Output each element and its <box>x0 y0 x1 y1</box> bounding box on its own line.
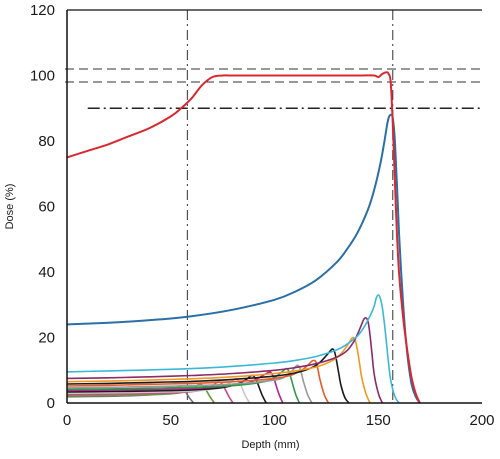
y-axis-label: Dose (%) <box>4 184 16 230</box>
y-tick-label: 120 <box>30 2 55 19</box>
y-tick-label: 20 <box>38 330 55 347</box>
dose-curve-3 <box>66 294 400 404</box>
y-tick-label: 60 <box>38 199 55 216</box>
x-tick-label: 50 <box>162 412 179 429</box>
y-tick-label: 80 <box>38 133 55 150</box>
x-tick-label: 100 <box>262 412 287 429</box>
tick-labels: 0 20 40 60 80 100 120 0 50 100 150 200 <box>30 2 495 429</box>
dose-curve-6 <box>66 348 350 404</box>
dose-curves <box>66 71 421 404</box>
dose-curve-7 <box>66 359 330 404</box>
axes <box>66 9 482 404</box>
y-tick-label: 40 <box>38 264 55 281</box>
x-tick-label: 0 <box>63 412 71 429</box>
dose-curve-1 <box>66 71 421 404</box>
x-tick-label: 200 <box>469 412 494 429</box>
dose-curve-2 <box>66 113 421 404</box>
dose-curve-5 <box>66 336 371 404</box>
x-tick-label: 150 <box>366 412 391 429</box>
y-tick-label: 100 <box>30 68 55 85</box>
reference-lines <box>65 10 482 403</box>
dose-curve-4 <box>66 317 384 404</box>
x-axis-label: Depth (mm) <box>241 439 299 451</box>
y-tick-label: 0 <box>47 395 55 412</box>
